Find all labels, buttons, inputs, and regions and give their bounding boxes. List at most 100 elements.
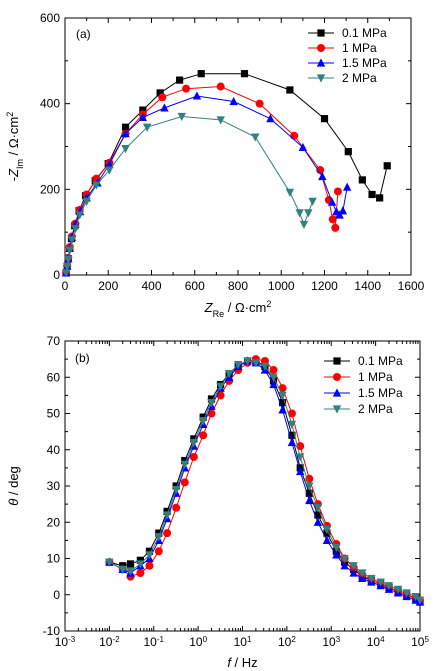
- data-point: [295, 209, 304, 218]
- data-point: [327, 197, 337, 206]
- data-point: [82, 197, 91, 206]
- data-point: [320, 115, 329, 123]
- legend-label: 1.5 MPa: [358, 386, 403, 400]
- data-point: [287, 437, 297, 447]
- data-point: [207, 395, 216, 403]
- x-tick-label: 1200: [311, 279, 338, 293]
- data-point: [198, 417, 208, 426]
- data-point: [340, 554, 349, 564]
- data-point: [335, 210, 344, 219]
- y-tick-label: 200: [40, 182, 60, 196]
- data-point: [269, 379, 278, 389]
- data-point: [138, 112, 148, 121]
- data-point: [296, 453, 305, 462]
- data-point: [92, 181, 101, 190]
- data-point: [376, 194, 384, 202]
- data-point: [308, 197, 317, 206]
- x-tick-label: 101: [234, 635, 252, 650]
- data-point: [305, 482, 314, 491]
- data-point: [349, 562, 358, 571]
- data-point: [285, 188, 295, 197]
- series-4: [105, 357, 425, 605]
- x-axis-label: ZRe / Ω·cm2: [204, 299, 272, 319]
- data-point: [349, 568, 358, 577]
- data-point: [172, 482, 180, 490]
- data-point: [207, 399, 216, 408]
- legend-item: 2 MPa: [308, 71, 377, 85]
- data-point: [145, 547, 154, 555]
- data-point: [197, 70, 205, 78]
- data-point: [344, 148, 352, 156]
- legend-marker: [332, 405, 342, 414]
- data-point: [121, 123, 130, 131]
- data-point: [177, 112, 186, 122]
- data-point: [358, 569, 367, 578]
- data-point: [393, 585, 403, 594]
- data-point: [136, 556, 144, 564]
- data-point: [299, 220, 309, 230]
- legend-item: 2 MPa: [324, 402, 393, 416]
- x-tick-label: 0: [62, 279, 69, 293]
- y-tick-label: 0: [53, 588, 60, 602]
- x-tick-label: 600: [185, 279, 205, 293]
- data-point: [105, 166, 114, 175]
- data-point: [296, 466, 305, 476]
- data-point: [328, 215, 337, 224]
- data-point: [139, 106, 147, 114]
- data-point: [145, 551, 154, 560]
- data-point: [343, 182, 352, 191]
- data-point: [333, 187, 342, 196]
- data-point: [305, 495, 314, 505]
- legend-marker: [317, 29, 325, 37]
- series-1: [62, 70, 391, 277]
- series-line: [65, 73, 388, 273]
- legend-item: 1.5 MPa: [324, 386, 403, 400]
- data-point: [269, 366, 278, 374]
- y-tick-label: 10: [47, 552, 61, 566]
- data-point: [304, 209, 313, 218]
- legend-marker: [332, 388, 342, 397]
- data-point: [216, 382, 225, 391]
- data-point: [286, 86, 294, 94]
- data-point: [189, 438, 199, 448]
- y-axis-label: -ZIm / Ω·cm2: [5, 112, 25, 182]
- data-point: [358, 573, 367, 583]
- data-point: [199, 431, 208, 440]
- data-point: [384, 582, 394, 591]
- x-tick-label: 10-3: [55, 635, 76, 650]
- x-tick-label: 400: [141, 279, 161, 293]
- data-point: [71, 225, 80, 234]
- data-point: [163, 507, 171, 515]
- data-point: [163, 529, 172, 538]
- series-line: [65, 95, 348, 273]
- data-point: [383, 162, 391, 170]
- data-point: [105, 558, 114, 567]
- series-line: [65, 115, 314, 273]
- data-point: [305, 489, 313, 497]
- data-point: [192, 91, 202, 100]
- data-point: [172, 503, 181, 512]
- data-point: [158, 93, 167, 102]
- data-point: [278, 405, 287, 414]
- legend-item: 0.1 MPa: [308, 26, 387, 40]
- data-point: [288, 431, 296, 439]
- legend-item: 1 MPa: [324, 370, 393, 384]
- legend-label: 1 MPa: [342, 41, 377, 55]
- data-point: [180, 460, 189, 469]
- data-point: [189, 453, 198, 461]
- data-point: [121, 129, 130, 138]
- data-point: [313, 504, 323, 513]
- data-point: [260, 362, 270, 371]
- series-line: [65, 85, 339, 273]
- data-point: [376, 578, 385, 587]
- data-point: [411, 592, 420, 602]
- series-4: [61, 112, 317, 278]
- data-point: [160, 103, 169, 112]
- x-tick-label: 102: [278, 635, 296, 650]
- data-point: [251, 359, 261, 368]
- data-point: [61, 269, 71, 278]
- legend-marker: [333, 373, 341, 381]
- data-point: [269, 373, 278, 382]
- x-tick-label: 1400: [354, 279, 381, 293]
- y-tick-label: 600: [40, 11, 60, 25]
